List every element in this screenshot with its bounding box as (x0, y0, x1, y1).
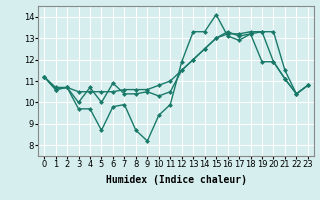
X-axis label: Humidex (Indice chaleur): Humidex (Indice chaleur) (106, 175, 246, 185)
